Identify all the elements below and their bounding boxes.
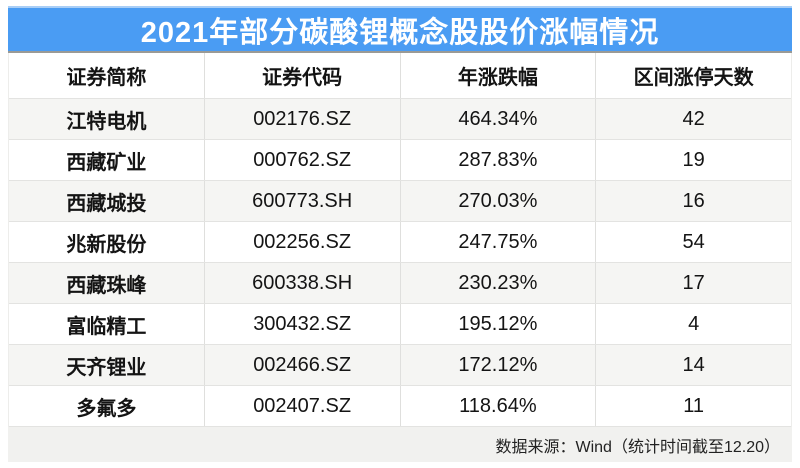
data-source-note: 数据来源：Wind（统计时间截至12.20）: [495, 438, 781, 456]
cell-change: 195.12%: [399, 304, 596, 344]
cell-stock-code: 002407.SZ: [203, 386, 400, 426]
cell-stock-name: 富临精工: [66, 315, 147, 338]
cell-limit-days: 4: [595, 304, 791, 344]
cell-limit-days: 19: [595, 140, 791, 180]
table-header-row: 证券简称 证券代码 年涨跌幅 区间涨停天数: [9, 53, 791, 99]
cell-limit-days: 42: [595, 99, 791, 139]
stock-table-panel: 2021年部分碳酸锂概念股股价涨幅情况 证券简称 证券代码 年涨跌幅 区间涨停天…: [8, 6, 792, 462]
cell-stock-code: 002256.SZ: [203, 222, 400, 262]
stock-table: 证券简称 证券代码 年涨跌幅 区间涨停天数 江特电机 002176.SZ 464…: [8, 53, 792, 427]
cell-stock-code: 600338.SH: [203, 263, 400, 303]
cell-stock-name: 西藏矿业: [66, 151, 147, 174]
cell-stock-code: 002466.SZ: [203, 345, 400, 385]
cell-stock-code: 002176.SZ: [203, 99, 400, 139]
cell-limit-days: 16: [595, 181, 791, 221]
header-cell-name: 证券简称: [66, 67, 147, 89]
table-row: 西藏珠峰 600338.SH 230.23% 17: [9, 263, 791, 304]
table-row: 西藏矿业 000762.SZ 287.83% 19: [9, 140, 791, 181]
cell-stock-name: 兆新股份: [66, 233, 147, 256]
table-row: 江特电机 002176.SZ 464.34% 42: [9, 99, 791, 140]
table-row: 西藏城投 600773.SH 270.03% 16: [9, 181, 791, 222]
cell-change: 247.75%: [399, 222, 596, 262]
table-row: 兆新股份 002256.SZ 247.75% 54: [9, 222, 791, 263]
header-cell-code: 证券代码: [203, 53, 400, 98]
cell-stock-code: 000762.SZ: [203, 140, 400, 180]
table-row: 多氟多 002407.SZ 118.64% 11: [9, 386, 791, 427]
page-title: 2021年部分碳酸锂概念股股价涨幅情况: [140, 16, 660, 49]
cell-stock-name: 西藏珠峰: [66, 274, 147, 297]
cell-stock-name: 西藏城投: [66, 192, 147, 215]
cell-limit-days: 11: [595, 386, 791, 426]
cell-stock-name: 江特电机: [66, 110, 147, 133]
cell-change: 172.12%: [399, 345, 596, 385]
cell-limit-days: 17: [595, 263, 791, 303]
cell-stock-name: 多氟多: [76, 397, 137, 420]
table-row: 富临精工 300432.SZ 195.12% 4: [9, 304, 791, 345]
header-cell-limit-days: 区间涨停天数: [595, 53, 791, 98]
cell-change: 118.64%: [399, 386, 596, 426]
cell-stock-name: 天齐锂业: [66, 356, 147, 379]
cell-change: 270.03%: [399, 181, 596, 221]
cell-limit-days: 14: [595, 345, 791, 385]
cell-stock-code: 600773.SH: [203, 181, 400, 221]
cell-change: 287.83%: [399, 140, 596, 180]
cell-stock-code: 300432.SZ: [203, 304, 400, 344]
header-cell-change: 年涨跌幅: [399, 53, 596, 98]
table-row: 天齐锂业 002466.SZ 172.12% 14: [9, 345, 791, 386]
cell-change: 464.34%: [399, 99, 596, 139]
cell-limit-days: 54: [595, 222, 791, 262]
cell-change: 230.23%: [399, 263, 596, 303]
title-bar: 2021年部分碳酸锂概念股股价涨幅情况: [8, 6, 792, 53]
footer-bar: 数据来源：Wind（统计时间截至12.20）: [8, 427, 792, 462]
